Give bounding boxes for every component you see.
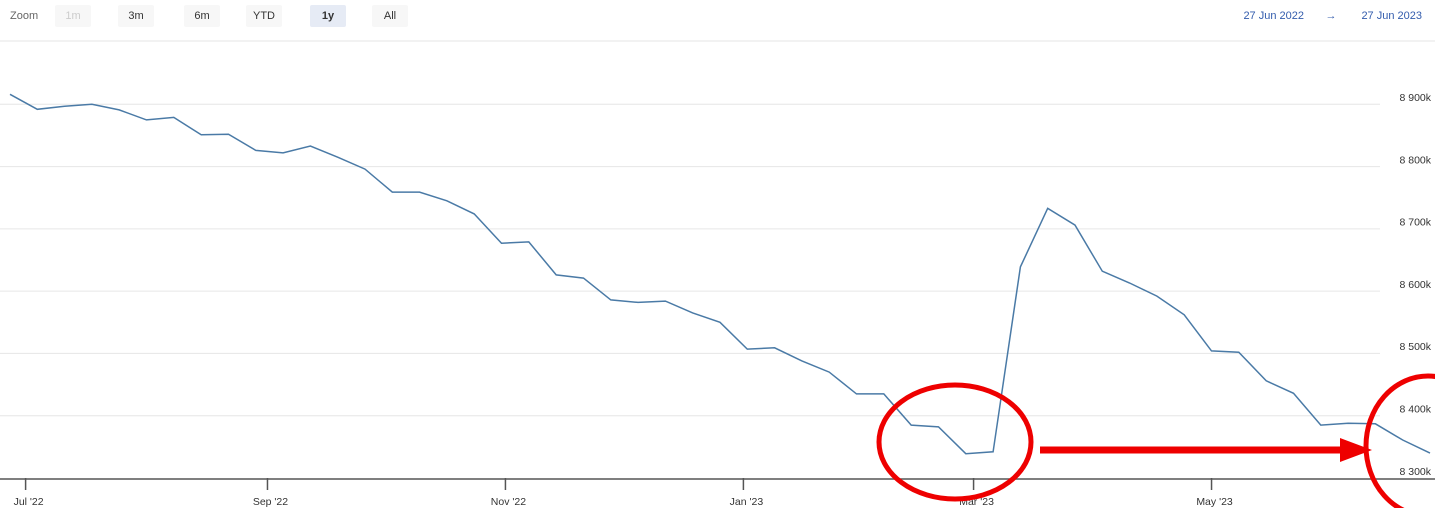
zoom-button-bg (310, 5, 346, 27)
zoom-button[interactable]: All (372, 5, 408, 27)
x-tick-label: Jan '23 (730, 496, 764, 508)
y-tick-label: 8 800k (1399, 154, 1431, 166)
zoom-button: 1m (55, 5, 91, 27)
zoom-button-bg (372, 5, 408, 27)
zoom-button-bg (184, 5, 220, 27)
zoom-button-bg (246, 5, 282, 27)
zoom-button-label: 1m (65, 10, 80, 22)
range-from: 27 Jun 2022 (1243, 10, 1304, 22)
data-line (9, 93, 1431, 455)
zoom-button-label: All (384, 10, 396, 22)
zoom-button[interactable]: YTD (246, 5, 282, 27)
annotation-arrowhead (1340, 438, 1372, 462)
y-tick-label: 8 500k (1399, 341, 1431, 353)
x-tick-label: Nov '22 (491, 496, 526, 508)
y-tick-label: 8 300k (1399, 466, 1431, 478)
zoom-label: Zoom (10, 10, 38, 22)
plot: 8 300k 8 400k 8 500k 8 600k 8 700k 8 800k 8 90… (0, 92, 1435, 508)
zoom-button-label: 6m (194, 10, 209, 22)
x-tick-label: Jul '22 (14, 496, 44, 508)
range-arrow: → (1326, 10, 1337, 22)
zoom-button[interactable]: 6m (184, 5, 220, 27)
zoom-button-label: 1y (322, 10, 335, 22)
zoom-button[interactable]: 1y (310, 5, 346, 27)
annotation-circle (876, 382, 1034, 502)
zoom-button-bg (55, 5, 91, 27)
zoom-button-bg (118, 5, 154, 27)
y-tick-label: 8 900k (1399, 92, 1431, 104)
annotations (876, 373, 1435, 508)
zoom-button-label: 3m (128, 10, 143, 22)
x-tick-label: May '23 (1196, 496, 1233, 508)
y-tick-label: 8 400k (1399, 403, 1431, 415)
annotation-circle (1363, 373, 1435, 508)
y-tick-label: 8 700k (1399, 217, 1431, 229)
zoom-button[interactable]: 3m (118, 5, 154, 27)
zoom-button-label: YTD (253, 10, 275, 22)
y-tick-label: 8 600k (1399, 279, 1431, 291)
range-to: 27 Jun 2023 (1361, 10, 1422, 22)
x-tick-label: Sep '22 (253, 496, 288, 508)
